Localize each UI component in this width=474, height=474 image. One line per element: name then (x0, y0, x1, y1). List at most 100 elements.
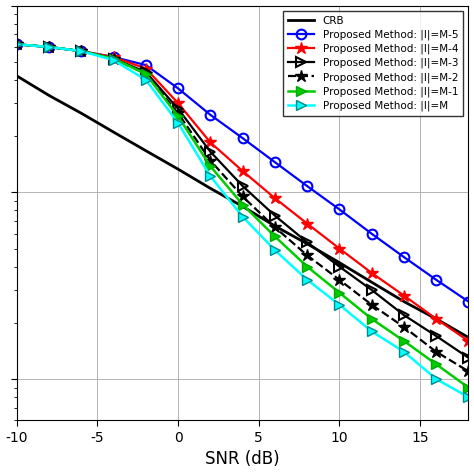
Proposed Method: |I|=M: (-6, 0.57): |I|=M: (-6, 0.57) (79, 48, 84, 54)
Proposed Method: |I|=M-1: (0, 0.255): |I|=M-1: (0, 0.255) (175, 114, 181, 119)
Proposed Method: |I|=M: (18, 0.008): |I|=M: (18, 0.008) (465, 394, 471, 400)
CRB (14, 73, 19, 79)
Line: Proposed Method: |I|=M-4: Proposed Method: |I|=M-4 (10, 38, 474, 347)
Proposed Method: |I|=M-2: (-4, 0.52): |I|=M-2: (-4, 0.52) (111, 56, 117, 62)
Proposed Method: |I|=M-3: (4, 0.108): |I|=M-3: (4, 0.108) (240, 183, 246, 189)
Proposed Method: |I|=M-2: (2, 0.148): |I|=M-2: (2, 0.148) (208, 158, 213, 164)
Proposed Method: |I|=M-3: (12, 0.03): |I|=M-3: (12, 0.03) (369, 287, 374, 293)
Proposed Method: |I|=M: (8, 0.034): |I|=M: (8, 0.034) (304, 277, 310, 283)
Proposed Method: |I|=M-3: (-8, 0.6): |I|=M-3: (-8, 0.6) (46, 44, 52, 50)
Proposed Method: |I|=M-2: (-8, 0.6): |I|=M-2: (-8, 0.6) (46, 44, 52, 50)
Proposed Method: |I|=M-3: (-2, 0.44): |I|=M-3: (-2, 0.44) (143, 69, 149, 75)
Proposed Method: |I|=M: (0, 0.235): |I|=M: (0, 0.235) (175, 120, 181, 126)
CRB (433, 316, 439, 322)
Proposed Method: |I|=M: (2, 0.122): |I|=M: (2, 0.122) (208, 173, 213, 179)
Proposed Method: |I|=M-3: (2, 0.165): |I|=M-3: (2, 0.165) (208, 149, 213, 155)
Proposed Method: |I|=M-2: (0, 0.265): |I|=M-2: (0, 0.265) (175, 110, 181, 116)
Proposed Method: |I|=M-2: (-10, 0.62): |I|=M-2: (-10, 0.62) (14, 42, 19, 47)
Proposed Method: |I|=M: (-2, 0.4): |I|=M: (-2, 0.4) (143, 77, 149, 82)
Proposed Method: |I|=M: (6, 0.049): |I|=M: (6, 0.049) (272, 247, 278, 253)
CRB (79, 110, 84, 116)
CRB (175, 166, 181, 172)
Proposed Method: |I|=M-1: (2, 0.138): |I|=M-1: (2, 0.138) (208, 164, 213, 169)
CRB (465, 335, 471, 340)
Proposed Method: |I|=M-2: (-2, 0.43): |I|=M-2: (-2, 0.43) (143, 71, 149, 77)
Line: Proposed Method: |I|=M: Proposed Method: |I|=M (12, 39, 474, 402)
Proposed Method: |I|=M-5: (2, 0.26): |I|=M-5: (2, 0.26) (208, 112, 213, 118)
Proposed Method: |I|=M-4: (-10, 0.62): |I|=M-4: (-10, 0.62) (14, 42, 19, 47)
Proposed Method: |I|=M-1: (6, 0.058): |I|=M-1: (6, 0.058) (272, 234, 278, 239)
Proposed Method: |I|=M-5: (4, 0.195): |I|=M-5: (4, 0.195) (240, 135, 246, 141)
CRB (208, 185, 213, 191)
Proposed Method: |I|=M-1: (4, 0.086): |I|=M-1: (4, 0.086) (240, 202, 246, 208)
CRB (240, 204, 246, 210)
Proposed Method: |I|=M-1: (10, 0.029): |I|=M-1: (10, 0.029) (337, 290, 342, 295)
Proposed Method: |I|=M-3: (-10, 0.62): |I|=M-3: (-10, 0.62) (14, 42, 19, 47)
Proposed Method: |I|=M-4: (10, 0.05): |I|=M-4: (10, 0.05) (337, 246, 342, 251)
Proposed Method: |I|=M-4: (-2, 0.46): |I|=M-4: (-2, 0.46) (143, 66, 149, 72)
Proposed Method: |I|=M: (16, 0.01): |I|=M: (16, 0.01) (433, 376, 439, 382)
Proposed Method: |I|=M-2: (4, 0.095): |I|=M-2: (4, 0.095) (240, 193, 246, 199)
Line: Proposed Method: |I|=M-3: Proposed Method: |I|=M-3 (12, 39, 474, 363)
Proposed Method: |I|=M-2: (16, 0.014): |I|=M-2: (16, 0.014) (433, 349, 439, 355)
Proposed Method: |I|=M-3: (10, 0.04): |I|=M-3: (10, 0.04) (337, 264, 342, 269)
Proposed Method: |I|=M-2: (18, 0.011): |I|=M-2: (18, 0.011) (465, 368, 471, 374)
Proposed Method: |I|=M-2: (8, 0.046): |I|=M-2: (8, 0.046) (304, 253, 310, 258)
Proposed Method: |I|=M-5: (18, 0.026): |I|=M-5: (18, 0.026) (465, 299, 471, 304)
Proposed Method: |I|=M: (14, 0.014): |I|=M: (14, 0.014) (401, 349, 407, 355)
Proposed Method: |I|=M-4: (4, 0.13): |I|=M-4: (4, 0.13) (240, 168, 246, 174)
Proposed Method: |I|=M: (4, 0.074): |I|=M: (4, 0.074) (240, 214, 246, 219)
Proposed Method: |I|=M-5: (16, 0.034): |I|=M-5: (16, 0.034) (433, 277, 439, 283)
CRB (46, 92, 52, 98)
Line: CRB: CRB (17, 76, 468, 337)
Proposed Method: |I|=M-1: (8, 0.04): |I|=M-1: (8, 0.04) (304, 264, 310, 269)
Proposed Method: |I|=M-2: (14, 0.019): |I|=M-2: (14, 0.019) (401, 324, 407, 330)
Proposed Method: |I|=M-5: (6, 0.145): |I|=M-5: (6, 0.145) (272, 159, 278, 165)
CRB (143, 148, 149, 154)
Proposed Method: |I|=M-1: (-8, 0.6): |I|=M-1: (-8, 0.6) (46, 44, 52, 50)
Line: Proposed Method: |I|=M-5: Proposed Method: |I|=M-5 (12, 39, 474, 306)
X-axis label: SNR (dB): SNR (dB) (205, 450, 280, 468)
Proposed Method: |I|=M-5: (-10, 0.62): |I|=M-5: (-10, 0.62) (14, 42, 19, 47)
Proposed Method: |I|=M-1: (12, 0.021): |I|=M-1: (12, 0.021) (369, 316, 374, 322)
Proposed Method: |I|=M-5: (-4, 0.53): |I|=M-5: (-4, 0.53) (111, 54, 117, 60)
Proposed Method: |I|=M-3: (0, 0.28): |I|=M-3: (0, 0.28) (175, 106, 181, 112)
CRB (304, 241, 310, 246)
Proposed Method: |I|=M-3: (-6, 0.57): |I|=M-3: (-6, 0.57) (79, 48, 84, 54)
Proposed Method: |I|=M-4: (16, 0.021): |I|=M-4: (16, 0.021) (433, 316, 439, 322)
CRB (401, 299, 407, 304)
Proposed Method: |I|=M-4: (-6, 0.57): |I|=M-4: (-6, 0.57) (79, 48, 84, 54)
Proposed Method: |I|=M: (-10, 0.62): |I|=M: (-10, 0.62) (14, 42, 19, 47)
Proposed Method: |I|=M-1: (18, 0.009): |I|=M-1: (18, 0.009) (465, 385, 471, 391)
Proposed Method: |I|=M-5: (12, 0.06): |I|=M-5: (12, 0.06) (369, 231, 374, 237)
CRB (111, 129, 117, 135)
Proposed Method: |I|=M-2: (10, 0.034): |I|=M-2: (10, 0.034) (337, 277, 342, 283)
Proposed Method: |I|=M-2: (6, 0.065): |I|=M-2: (6, 0.065) (272, 224, 278, 230)
Proposed Method: |I|=M-3: (18, 0.013): |I|=M-3: (18, 0.013) (465, 355, 471, 361)
Proposed Method: |I|=M-3: (14, 0.022): |I|=M-3: (14, 0.022) (401, 312, 407, 318)
Proposed Method: |I|=M-1: (-10, 0.62): |I|=M-1: (-10, 0.62) (14, 42, 19, 47)
Proposed Method: |I|=M-1: (16, 0.012): |I|=M-1: (16, 0.012) (433, 361, 439, 367)
Proposed Method: |I|=M-4: (14, 0.028): |I|=M-4: (14, 0.028) (401, 293, 407, 299)
Proposed Method: |I|=M-4: (12, 0.037): |I|=M-4: (12, 0.037) (369, 270, 374, 276)
Proposed Method: |I|=M: (12, 0.018): |I|=M: (12, 0.018) (369, 328, 374, 334)
Line: Proposed Method: |I|=M-1: Proposed Method: |I|=M-1 (12, 39, 474, 392)
CRB (369, 279, 374, 285)
Proposed Method: |I|=M-5: (-8, 0.6): |I|=M-5: (-8, 0.6) (46, 44, 52, 50)
Proposed Method: |I|=M-4: (2, 0.185): |I|=M-4: (2, 0.185) (208, 139, 213, 145)
Proposed Method: |I|=M-5: (-6, 0.57): |I|=M-5: (-6, 0.57) (79, 48, 84, 54)
Proposed Method: |I|=M-5: (10, 0.081): |I|=M-5: (10, 0.081) (337, 207, 342, 212)
Proposed Method: |I|=M: (-8, 0.6): |I|=M: (-8, 0.6) (46, 44, 52, 50)
Proposed Method: |I|=M-5: (0, 0.36): |I|=M-5: (0, 0.36) (175, 86, 181, 91)
Line: Proposed Method: |I|=M-2: Proposed Method: |I|=M-2 (10, 38, 474, 378)
Proposed Method: |I|=M-5: (8, 0.108): |I|=M-5: (8, 0.108) (304, 183, 310, 189)
Proposed Method: |I|=M-1: (-2, 0.43): |I|=M-1: (-2, 0.43) (143, 71, 149, 77)
Proposed Method: |I|=M-4: (-4, 0.53): |I|=M-4: (-4, 0.53) (111, 54, 117, 60)
Proposed Method: |I|=M: (-4, 0.51): |I|=M: (-4, 0.51) (111, 57, 117, 63)
Proposed Method: |I|=M-2: (12, 0.025): |I|=M-2: (12, 0.025) (369, 302, 374, 308)
Proposed Method: |I|=M-5: (14, 0.045): |I|=M-5: (14, 0.045) (401, 254, 407, 260)
Proposed Method: |I|=M-3: (-4, 0.52): |I|=M-3: (-4, 0.52) (111, 56, 117, 62)
CRB (272, 223, 278, 229)
CRB (337, 260, 342, 265)
Proposed Method: |I|=M-1: (-4, 0.52): |I|=M-1: (-4, 0.52) (111, 56, 117, 62)
